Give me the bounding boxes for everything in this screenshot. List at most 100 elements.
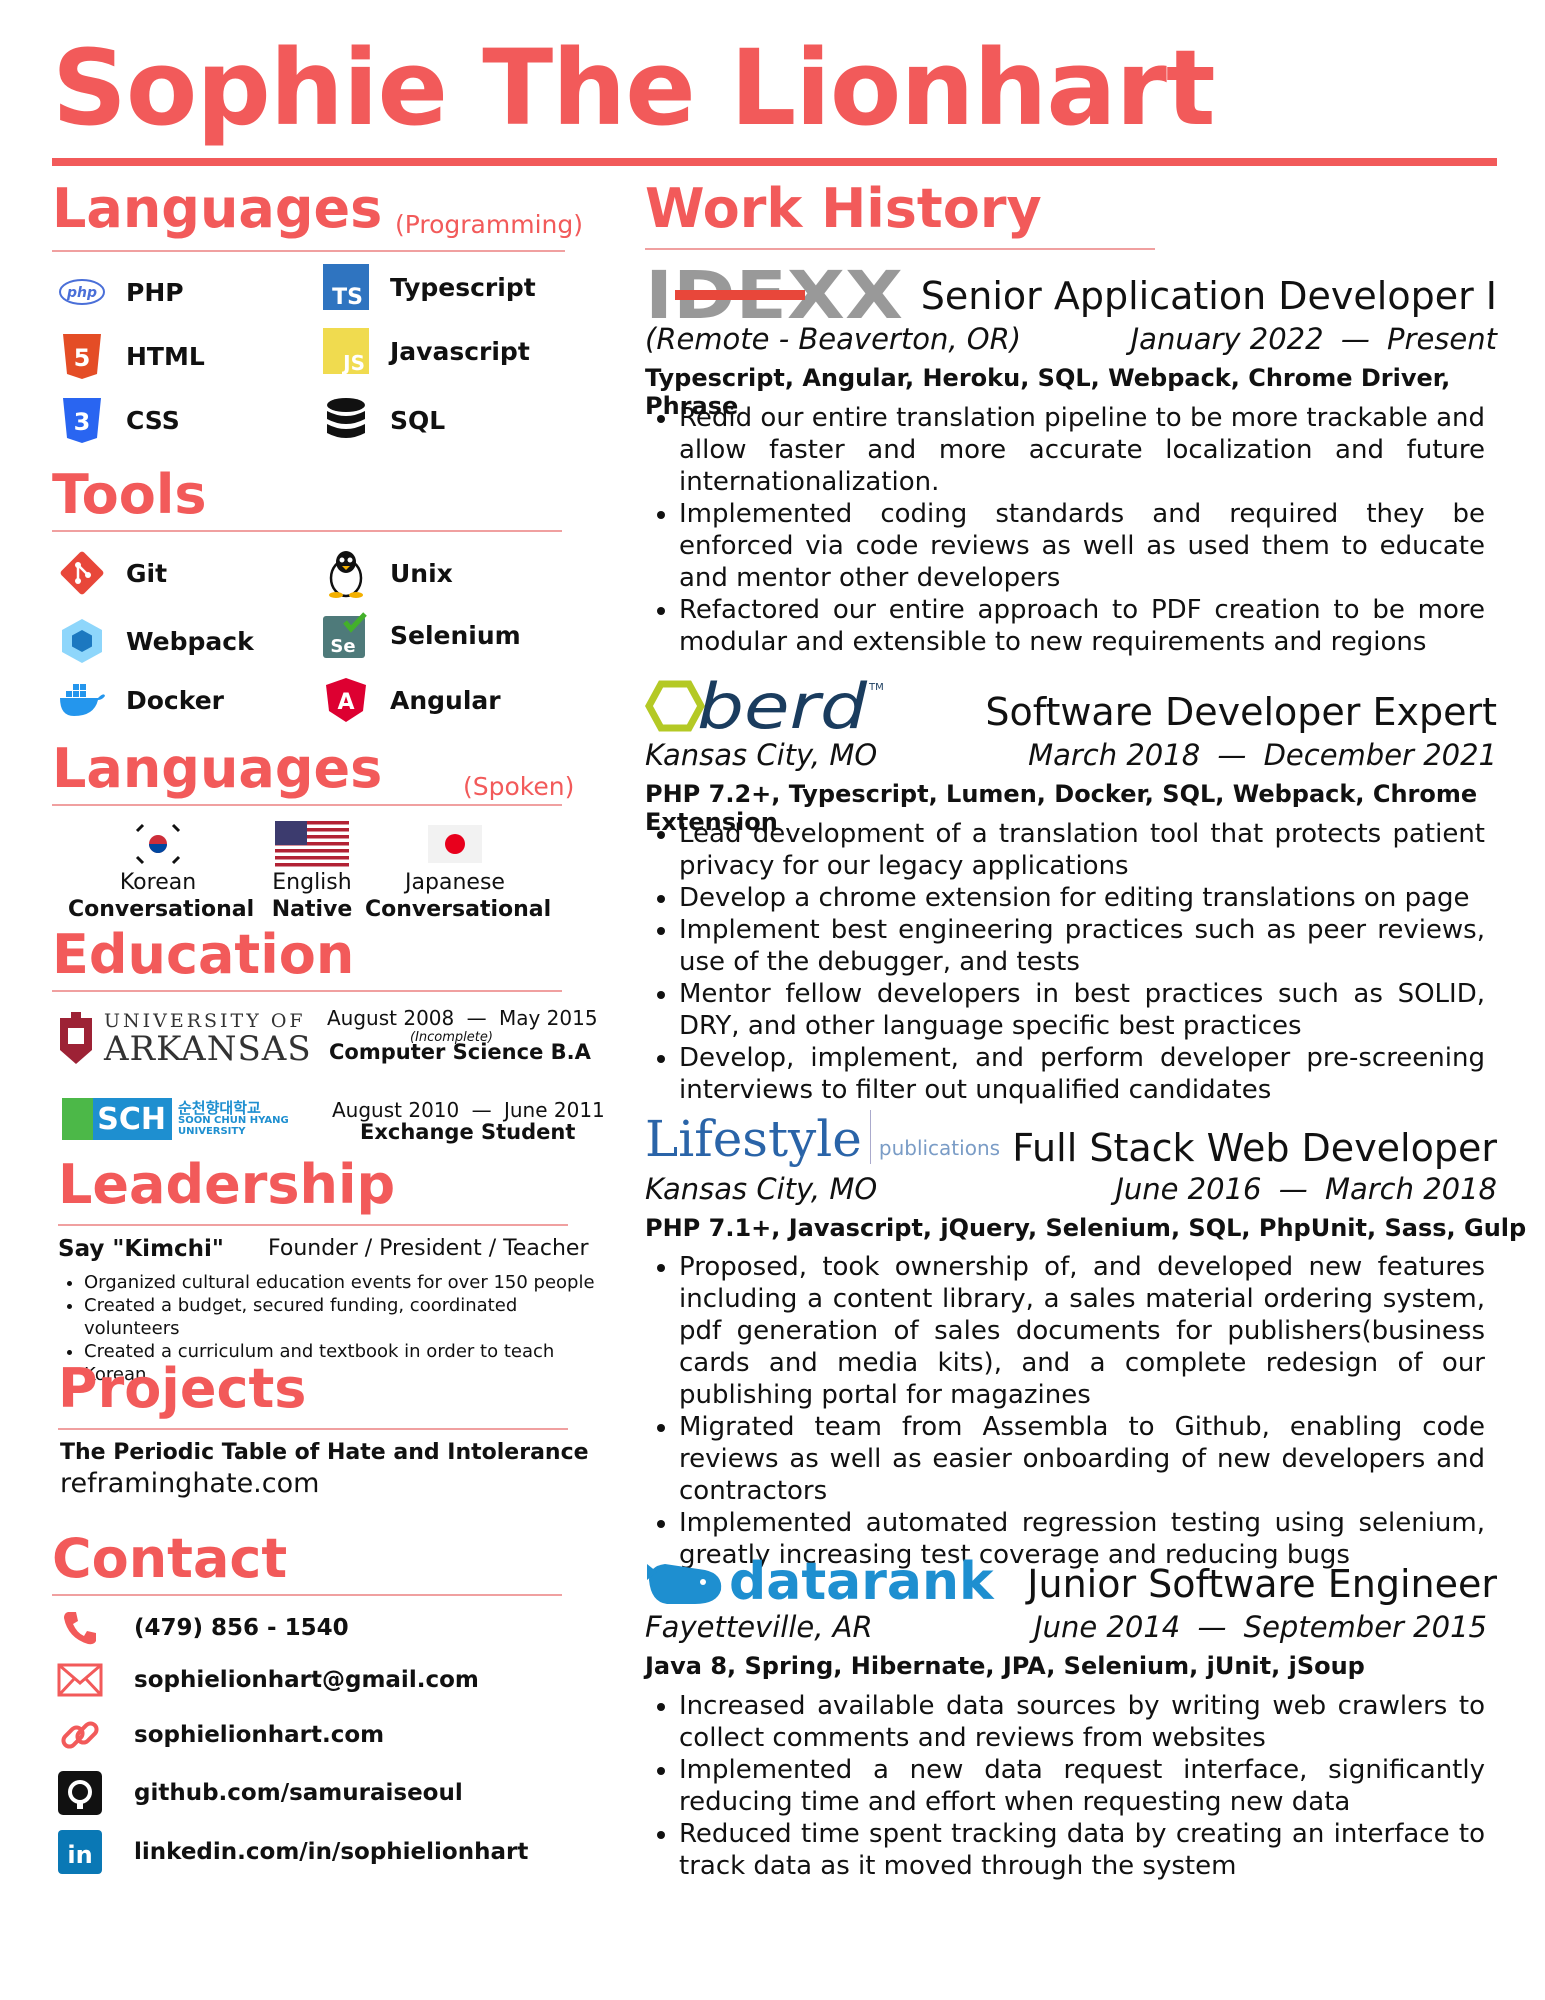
logo-english-name: SOON CHUN HYANG (178, 1115, 289, 1127)
section-title-contact: Contact (52, 1527, 288, 1590)
date-dash: — (1197, 1610, 1227, 1644)
html5-icon: 5 (58, 332, 106, 380)
end-date: March 2018 (1324, 1172, 1497, 1206)
tool-label: Angular (390, 685, 501, 715)
lifestyle-publications-logo: Lifestyle publications (645, 1110, 1000, 1164)
education-degree: Computer Science B.A (329, 1040, 591, 1064)
project-name: The Periodic Table of Hate and Intoleran… (60, 1440, 589, 1465)
skill-label: SQL (390, 405, 446, 435)
svg-text:TS: TS (332, 285, 363, 310)
svg-text:A: A (337, 690, 354, 715)
date-dash: — (1217, 738, 1247, 772)
tool-webpack: Webpack (58, 617, 254, 665)
svg-text:3: 3 (74, 408, 91, 436)
project-url[interactable]: reframinghate.com (60, 1468, 320, 1499)
tool-docker: Docker (58, 676, 224, 724)
php-icon: php (58, 268, 106, 316)
job-title: Junior Software Engineer (1027, 1562, 1497, 1606)
svg-text:php: php (66, 285, 97, 301)
job-location: Kansas City, MO (645, 1172, 878, 1206)
svg-text:JS: JS (341, 351, 365, 374)
contact-text: linkedin.com/in/sophielionhart (134, 1839, 529, 1865)
language-level: Conversational (68, 897, 255, 922)
job-bullets: Increased available data sources by writ… (645, 1690, 1485, 1882)
education-degree: Exchange Student (360, 1120, 576, 1144)
section-divider (645, 248, 1155, 250)
resume-name: Sophie The Lionhart (52, 27, 1216, 149)
skill-html: 5 HTML (58, 332, 205, 380)
section-subtitle-spoken: (Spoken) (463, 772, 575, 801)
logo-text: datarank (729, 1552, 994, 1612)
date-dash: — (1278, 1172, 1308, 1206)
start-date: June 2016 (1115, 1172, 1262, 1206)
linux-penguin-icon (322, 549, 370, 598)
logo-line2: ARKANSAS (104, 1029, 312, 1069)
spoken-language-japanese: Japanese Conversational (365, 818, 551, 922)
phone-icon (56, 1604, 104, 1652)
contact-linkedin[interactable]: in linkedin.com/in/sophielionhart (56, 1828, 528, 1876)
git-icon (58, 549, 106, 597)
tool-selenium: Se Selenium (322, 611, 521, 659)
contact-text: sophielionhart.com (134, 1722, 385, 1748)
selenium-icon: Se (322, 611, 370, 659)
list-item: Refactored our entire approach to PDF cr… (679, 594, 1485, 658)
logo-trademark: TM (868, 682, 884, 693)
idexx-logo: IDEXX (645, 257, 905, 334)
job-location: Kansas City, MO (645, 738, 878, 772)
section-title-education: Education (52, 923, 355, 986)
skill-sql: SQL (322, 396, 445, 444)
skill-css: 3 CSS (58, 396, 180, 444)
svg-text:5: 5 (74, 344, 91, 372)
list-item: Mentor fellow developers in best practic… (679, 978, 1485, 1042)
skill-label: PHP (126, 277, 184, 307)
section-divider (58, 1428, 568, 1430)
link-icon (56, 1711, 104, 1759)
section-divider (52, 990, 562, 992)
tool-label: Unix (390, 558, 453, 588)
list-item: Reduced time spent tracking data by crea… (679, 1818, 1485, 1882)
language-level: Native (271, 897, 353, 922)
list-item: Proposed, took ownership of, and develop… (679, 1251, 1485, 1411)
webpack-icon (58, 617, 106, 665)
header-divider (52, 158, 1497, 166)
university-of-arkansas-logo: UNIVERSITY OF ARKANSAS (56, 1010, 312, 1066)
section-title-leadership: Leadership (58, 1153, 396, 1216)
date-dash: — (1340, 322, 1370, 356)
logo-subtext: publications (878, 1136, 1001, 1160)
section-title-languages-programming: Languages (52, 177, 383, 240)
language-name: Japanese (405, 870, 505, 895)
contact-text: (479) 856 - 1540 (134, 1615, 349, 1641)
job-tech-stack: Java 8, Spring, Hibernate, JPA, Selenium… (645, 1652, 1365, 1680)
job-tech-stack: Typescript, Angular, Heroku, SQL, Webpac… (645, 364, 1451, 420)
job-dates: March 2018 — December 2021 (1028, 738, 1497, 772)
contact-email[interactable]: sophielionhart@gmail.com (56, 1656, 479, 1704)
contact-website[interactable]: sophielionhart.com (56, 1711, 384, 1759)
date-dash: — (466, 1006, 487, 1030)
section-title-languages-spoken: Languages (52, 737, 383, 800)
contact-phone[interactable]: (479) 856 - 1540 (56, 1604, 349, 1652)
soon-chun-hyang-logo: SCH 순천향대학교 SOON CHUN HYANG UNIVERSITY (62, 1098, 289, 1140)
list-item: Lead development of a translation tool t… (679, 818, 1485, 882)
skill-label: Javascript (390, 336, 530, 366)
language-name: Korean (119, 870, 197, 895)
education-dates-arkansas: August 2008 — May 2015 (327, 1006, 598, 1030)
leadership-bullets: Organized cultural education events for … (60, 1271, 600, 1386)
contact-text: sophielionhart@gmail.com (134, 1667, 479, 1693)
list-item: Organized cultural education events for … (84, 1271, 600, 1294)
job-bullets: Proposed, took ownership of, and develop… (645, 1251, 1485, 1571)
contact-github[interactable]: github.com/samuraiseoul (56, 1769, 463, 1817)
job-bullets: Redid our entire translation pipeline to… (645, 402, 1485, 658)
skill-typescript: TS Typescript (322, 263, 536, 311)
tool-unix: Unix (322, 549, 453, 598)
logo-text: berd (697, 676, 868, 736)
typescript-icon: TS (322, 263, 370, 311)
end-date: May 2015 (498, 1006, 598, 1030)
job-location: Fayetteville, AR (645, 1610, 873, 1644)
section-divider (52, 804, 562, 806)
job-tech-stack: PHP 7.1+, Javascript, jQuery, Selenium, … (645, 1214, 1527, 1242)
css3-icon: 3 (58, 396, 106, 444)
skill-php: php PHP (58, 268, 184, 316)
section-divider (52, 530, 562, 532)
date-dash: — (471, 1098, 492, 1122)
tool-git: Git (58, 549, 167, 597)
